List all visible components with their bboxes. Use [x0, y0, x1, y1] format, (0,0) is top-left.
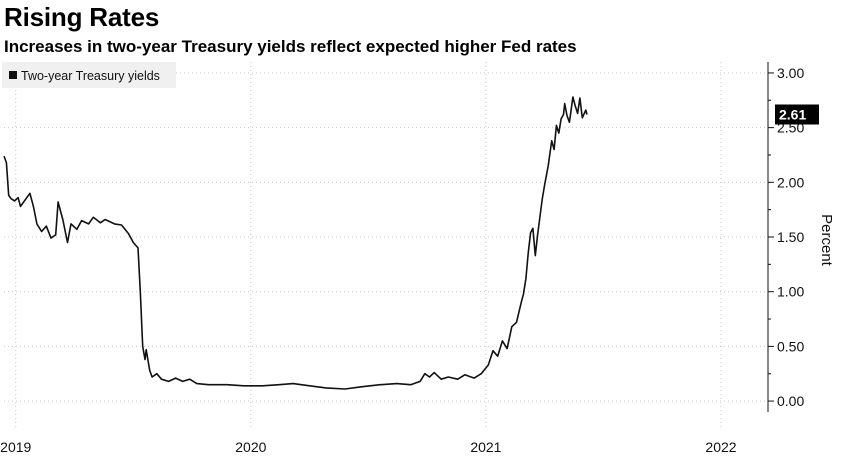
legend-background: [2, 62, 176, 88]
chart-subtitle: Increases in two-year Treasury yields re…: [4, 37, 577, 56]
x-tick-label: 2020: [235, 439, 266, 455]
y-axis-label: Percent: [818, 214, 835, 267]
y-tick-label: 3.00: [777, 65, 804, 81]
y-tick-label: 1.00: [777, 284, 804, 300]
x-tick-label: 2019: [0, 439, 31, 455]
last-value-label: 2.61: [779, 107, 806, 123]
series-group: [3, 96, 588, 390]
chart-title: Rising Rates: [4, 2, 160, 32]
legend-entry: Two-year Treasury yields: [21, 69, 160, 83]
last-value-background: [775, 104, 819, 125]
y-tick-label: 0.00: [777, 393, 804, 409]
y-tick-label: 2.00: [777, 174, 804, 190]
y-tick-label: 0.50: [777, 338, 804, 354]
legend-swatch: [9, 71, 17, 79]
x-axis: 2019 2020 2021 2022: [0, 439, 737, 455]
y-tick-label: 1.50: [777, 229, 804, 245]
legend: Two-year Treasury yields: [2, 62, 176, 88]
x-tick-label: 2021: [470, 439, 501, 455]
x-tick-label: 2022: [705, 439, 736, 455]
last-value-tag: 2.61: [775, 104, 819, 125]
grid-lines: [4, 62, 768, 430]
series-line-two-year-yield: [3, 96, 588, 390]
y-axis: 0.000.501.001.502.002.503.00: [767, 62, 804, 412]
